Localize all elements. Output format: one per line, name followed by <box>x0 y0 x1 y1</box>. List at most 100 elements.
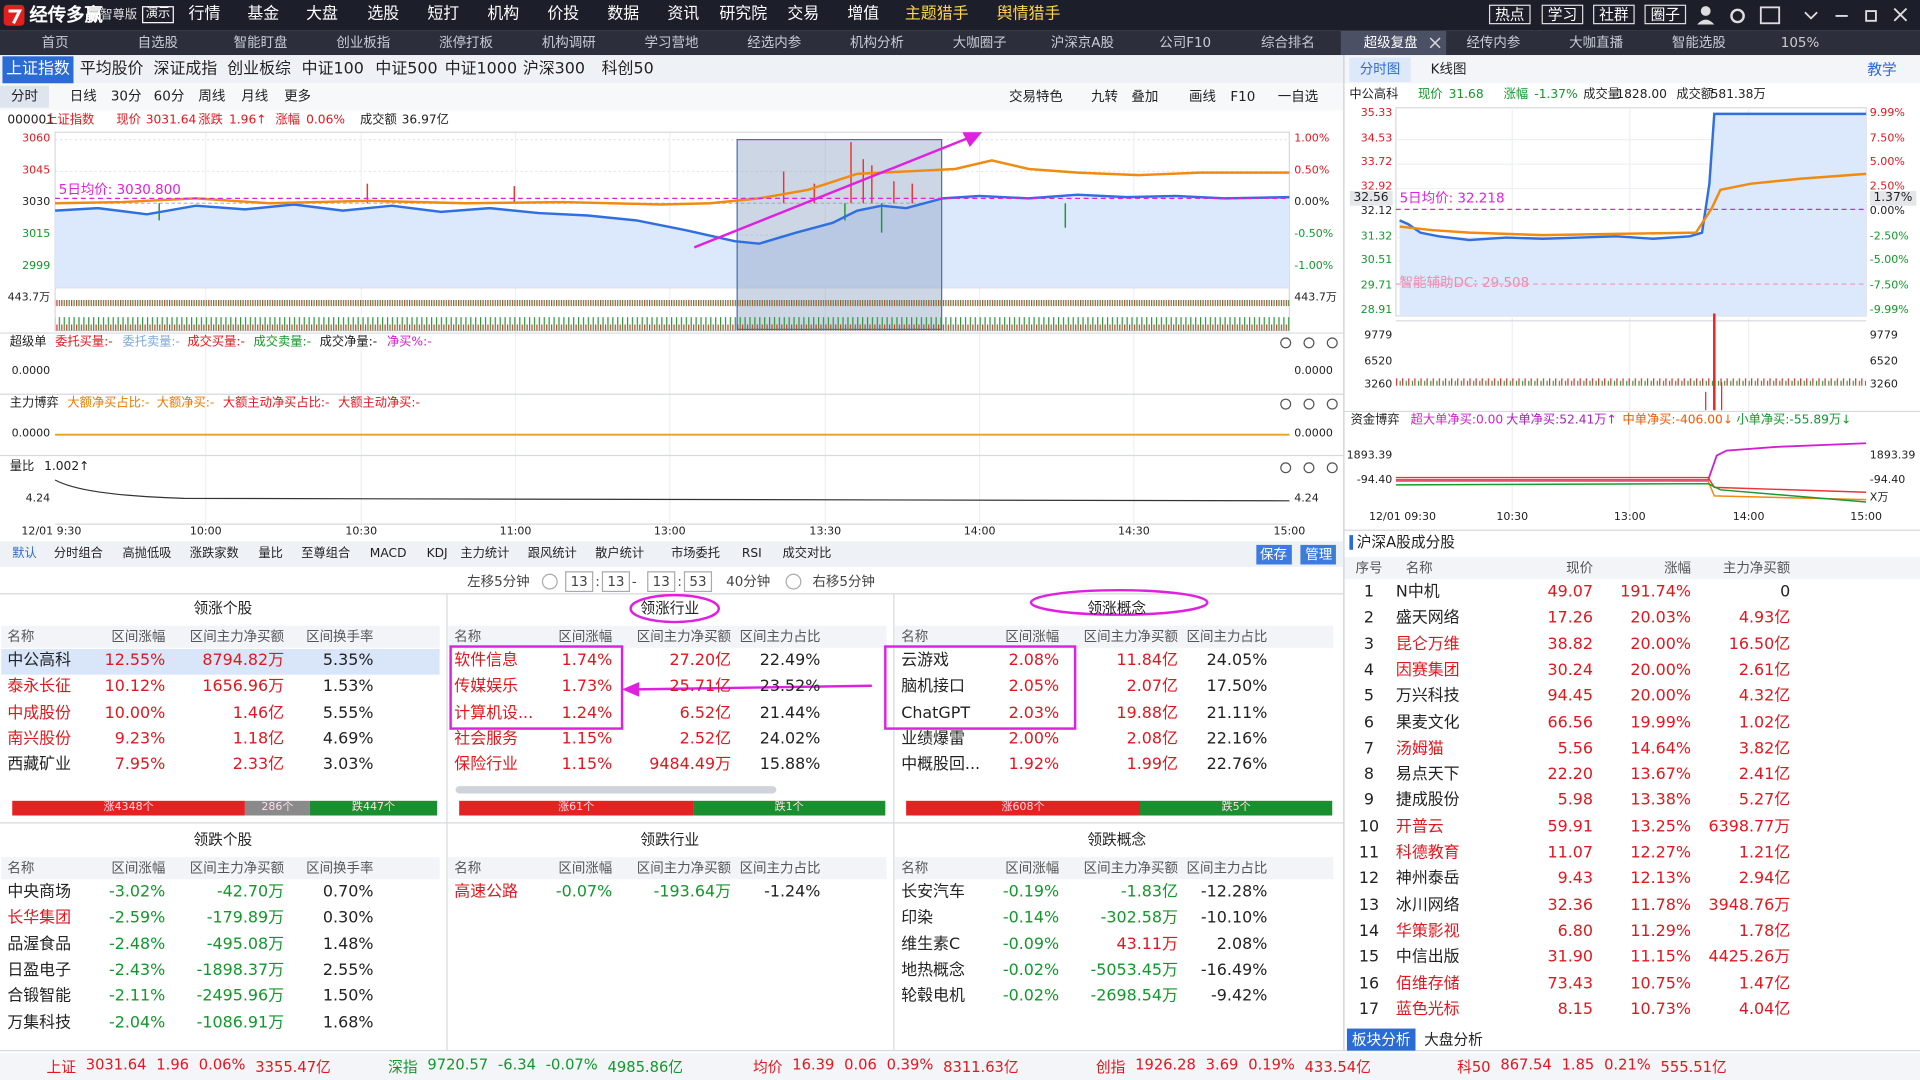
period-tab[interactable]: 月线 <box>241 88 269 105</box>
tab[interactable]: 智能选股 <box>1671 34 1726 51</box>
row-name[interactable]: 佰维存储 <box>1395 974 1460 993</box>
period-tab[interactable]: 周线 <box>198 88 226 105</box>
row-name[interactable]: 传媒娱乐 <box>454 677 518 697</box>
menu-item[interactable]: 行情 <box>188 5 221 24</box>
menu-item[interactable]: 研究院 <box>719 5 768 24</box>
chart-tool[interactable]: 九转 <box>1091 88 1118 105</box>
row-name[interactable]: 地热概念 <box>901 961 965 980</box>
row-name[interactable]: 社会服务 <box>454 729 518 749</box>
row-name[interactable]: 因赛集团 <box>1395 661 1460 680</box>
indicator-tab[interactable]: 市场委托 <box>671 547 720 561</box>
view-tab[interactable]: 分时图 <box>1349 57 1411 83</box>
menu-item[interactable]: 交易 <box>787 5 820 24</box>
index-tab[interactable]: 中证100 <box>301 60 364 79</box>
menu-item[interactable]: 增值 <box>847 5 880 24</box>
row-name[interactable]: 易点天下 <box>1395 765 1460 785</box>
indicator-tab[interactable]: 默认 <box>12 547 37 561</box>
period-tab[interactable]: 30分 <box>110 88 142 105</box>
row-name[interactable]: 品渥食品 <box>7 935 72 954</box>
index-tab[interactable]: 中证500 <box>375 60 438 79</box>
index-tab[interactable]: 沪深300 <box>522 60 586 79</box>
index-tab[interactable]: 中证1000 <box>444 60 518 79</box>
row-name[interactable]: 长华集团 <box>7 909 72 928</box>
row-name[interactable]: 开普云 <box>1395 817 1444 837</box>
tab[interactable]: 首页 <box>41 34 69 51</box>
indicator-tab[interactable]: 涨跌家数 <box>189 547 239 561</box>
indicator-tab[interactable]: 跟风统计 <box>527 547 577 561</box>
row-name[interactable]: 中信出版 <box>1395 948 1460 967</box>
tab[interactable]: 创业板指 <box>336 34 391 51</box>
row-name[interactable]: 轮毂电机 <box>901 987 965 1006</box>
menu-item[interactable]: 大盘 <box>306 5 338 24</box>
chart-tool[interactable]: 叠加 <box>1131 88 1159 105</box>
row-name[interactable]: 长安汽车 <box>901 883 965 902</box>
menu-item[interactable]: 资讯 <box>667 5 700 24</box>
tab[interactable]: 自选股 <box>137 34 179 51</box>
time-nav[interactable]: 左移5分钟 <box>467 573 530 590</box>
tab[interactable]: 经选内参 <box>747 34 802 51</box>
menu-item[interactable]: 机构 <box>487 5 520 24</box>
indicator-tab[interactable]: RSI <box>741 547 762 561</box>
tab[interactable]: 涨停打板 <box>439 34 493 51</box>
row-name[interactable]: 泰永长征 <box>7 677 72 697</box>
menu-button[interactable]: 圈子 <box>1644 4 1687 25</box>
row-name[interactable]: 中央商场 <box>7 883 72 902</box>
row-name[interactable]: 蓝色光标 <box>1395 1000 1460 1019</box>
view-tab[interactable]: K线图 <box>1430 61 1467 78</box>
row-name[interactable]: 计算机设... <box>454 703 534 723</box>
period-tab[interactable]: 日线 <box>69 88 97 105</box>
menu-item[interactable]: 选股 <box>367 5 400 24</box>
indicator-tab[interactable]: 成交对比 <box>782 547 832 561</box>
row-name[interactable]: N中机 <box>1395 583 1440 602</box>
index-tab[interactable]: 上证指数 <box>2 56 74 84</box>
tab[interactable]: 公司F10 <box>1159 34 1212 51</box>
row-name[interactable]: 冰川网络 <box>1395 896 1460 915</box>
tab[interactable]: 机构调研 <box>541 34 596 51</box>
chart-tool[interactable]: 画线 <box>1188 88 1216 105</box>
indicator-tab[interactable]: 散户统计 <box>595 547 645 561</box>
row-name[interactable]: 南兴股份 <box>7 729 72 749</box>
indicator-tab[interactable]: 高抛低吸 <box>122 547 172 561</box>
indicator-tab[interactable]: 主力统计 <box>460 547 510 561</box>
tab[interactable]: 智能盯盘 <box>233 34 288 51</box>
menu-item[interactable]: 舆情猎手 <box>996 5 1061 24</box>
row-name[interactable]: 日盈电子 <box>7 961 72 980</box>
row-name[interactable]: 脑机接口 <box>901 677 965 697</box>
tab[interactable]: 沪深京A股 <box>1050 34 1114 51</box>
indicator-tab[interactable]: KDJ <box>426 547 448 561</box>
period-tab[interactable]: 更多 <box>284 88 312 105</box>
row-name[interactable]: 捷成股份 <box>1395 791 1460 811</box>
row-name[interactable]: 科德教育 <box>1395 843 1460 863</box>
menu-item[interactable]: 基金 <box>247 5 280 24</box>
bottom-tab[interactable]: 板块分析 <box>1346 1028 1416 1051</box>
chart-tool[interactable]: 交易特色 <box>1008 88 1063 105</box>
tab[interactable]: 综合排名 <box>1260 34 1315 51</box>
menu-button[interactable]: 热点 <box>1488 4 1531 25</box>
row-name[interactable]: 业绩爆雷 <box>901 729 965 749</box>
indicator-button[interactable]: 保存 <box>1260 546 1287 563</box>
tab[interactable]: 超级复盘 <box>1363 34 1418 51</box>
indicator-tab[interactable]: 至尊组合 <box>301 547 351 561</box>
index-tab[interactable]: 深证成指 <box>153 60 218 79</box>
indicator-button[interactable]: 管理 <box>1305 546 1333 563</box>
chart-tool[interactable]: F10 <box>1230 88 1256 105</box>
index-tab[interactable]: 平均股价 <box>79 60 144 79</box>
row-name[interactable]: 万集科技 <box>7 1013 72 1032</box>
indicator-tab[interactable]: MACD <box>369 547 407 561</box>
period-tab[interactable]: 分时 <box>0 85 49 108</box>
chart-tool[interactable]: 一自选 <box>1277 88 1319 105</box>
row-name[interactable]: 印染 <box>901 909 934 928</box>
row-name[interactable]: 合锻智能 <box>7 987 72 1006</box>
menu-item[interactable]: 短打 <box>427 5 460 24</box>
index-tab[interactable]: 科创50 <box>601 60 654 79</box>
bottom-tab[interactable]: 大盘分析 <box>1424 1031 1483 1049</box>
menu-item[interactable]: 数据 <box>607 5 640 24</box>
teach-link[interactable]: 教学 <box>1867 60 1897 79</box>
period-tab[interactable]: 60分 <box>153 88 185 105</box>
index-tab[interactable]: 创业板综 <box>227 60 291 79</box>
row-name[interactable]: 盛天网络 <box>1395 609 1460 628</box>
row-name[interactable]: 维生素C <box>901 935 961 954</box>
row-name[interactable]: 软件信息 <box>454 651 518 671</box>
menu-item[interactable]: 主题猎手 <box>904 5 969 24</box>
tab[interactable]: 经传内参 <box>1466 34 1521 51</box>
